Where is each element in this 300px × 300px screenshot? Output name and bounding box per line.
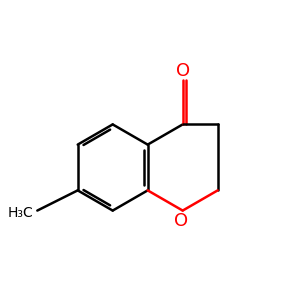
Text: H₃C: H₃C xyxy=(8,206,33,220)
Text: O: O xyxy=(174,212,188,230)
Text: O: O xyxy=(176,61,190,80)
